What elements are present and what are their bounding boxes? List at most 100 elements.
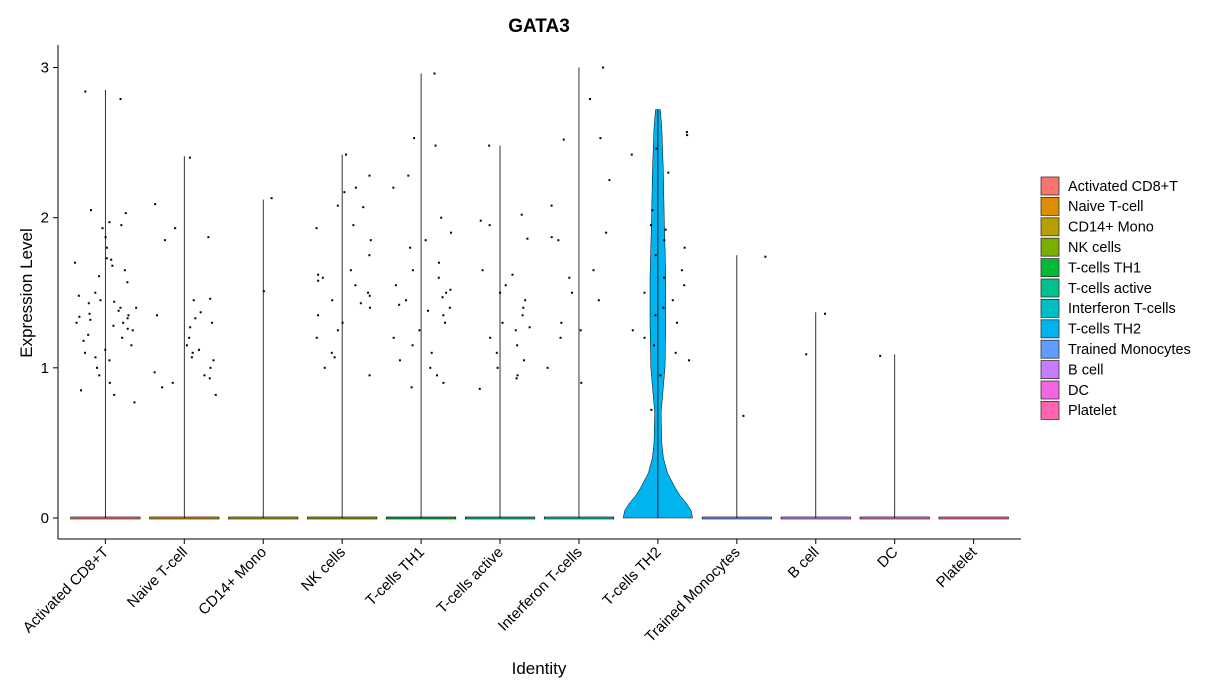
point — [74, 261, 77, 264]
point — [94, 291, 97, 294]
point — [117, 309, 120, 312]
point — [411, 269, 414, 272]
point — [663, 276, 666, 279]
point — [323, 366, 326, 369]
point — [437, 276, 440, 279]
point — [188, 336, 191, 339]
point — [211, 321, 214, 324]
point — [686, 134, 689, 137]
point — [105, 257, 108, 260]
point — [650, 408, 653, 411]
point — [580, 381, 583, 384]
point — [433, 72, 436, 75]
point — [330, 351, 333, 354]
legend-key — [1040, 298, 1060, 318]
legend-key — [1040, 380, 1060, 400]
point — [207, 236, 210, 239]
legend-label: T-cells TH2 — [1068, 322, 1141, 338]
point — [359, 302, 362, 305]
legend-label: CD14+ Mono — [1068, 220, 1154, 236]
x-tick-label: T-cells active — [434, 544, 507, 617]
x-axis-label: Identity — [512, 659, 567, 678]
point — [121, 336, 124, 339]
point — [126, 327, 129, 330]
x-tick-label: Naive T-cell — [124, 544, 191, 611]
point — [352, 224, 355, 227]
point — [688, 359, 691, 362]
point — [579, 329, 582, 332]
point — [317, 279, 320, 282]
point — [123, 269, 126, 272]
point — [122, 321, 125, 324]
point — [108, 359, 111, 362]
point — [516, 374, 519, 377]
legend-label: Trained Monocytes — [1068, 342, 1191, 358]
point — [479, 219, 482, 222]
point — [481, 269, 484, 272]
point — [675, 321, 678, 324]
legend-key — [1040, 237, 1060, 257]
point — [430, 351, 433, 354]
point — [489, 336, 492, 339]
point — [496, 366, 499, 369]
point — [599, 137, 602, 140]
point — [410, 386, 413, 389]
legend-key — [1040, 217, 1060, 237]
point — [110, 258, 113, 261]
point — [185, 344, 188, 347]
point — [155, 314, 158, 317]
point — [126, 317, 129, 320]
point — [440, 216, 443, 219]
point — [424, 239, 427, 242]
point — [80, 389, 83, 392]
point — [198, 348, 201, 351]
point — [511, 273, 514, 276]
point — [153, 371, 156, 374]
legend-label: Platelet — [1068, 403, 1116, 419]
point — [392, 336, 395, 339]
point — [683, 246, 686, 249]
legend-key — [1040, 176, 1060, 196]
legend-label: Naive T-cell — [1068, 199, 1143, 215]
point — [87, 333, 90, 336]
point — [667, 171, 670, 174]
point — [435, 374, 438, 377]
point — [488, 224, 491, 227]
point — [171, 381, 174, 384]
point — [664, 228, 667, 231]
point — [154, 203, 157, 206]
point — [528, 326, 531, 329]
point — [649, 224, 652, 227]
point — [671, 299, 674, 302]
point — [192, 299, 195, 302]
point — [742, 414, 745, 417]
point — [442, 314, 445, 317]
legend-key — [1040, 400, 1060, 420]
point — [119, 98, 122, 101]
point — [394, 284, 397, 287]
point — [87, 302, 90, 305]
point — [437, 261, 440, 264]
point — [662, 306, 665, 309]
point — [349, 269, 352, 272]
x-tick-label: T-cells TH2 — [599, 544, 664, 609]
point — [82, 339, 85, 342]
point — [560, 321, 563, 324]
point — [488, 144, 491, 147]
y-tick-label: 0 — [41, 510, 49, 527]
point — [630, 153, 633, 156]
point — [597, 299, 600, 302]
point — [368, 374, 371, 377]
point — [429, 366, 432, 369]
point — [119, 306, 122, 309]
point — [398, 303, 401, 306]
point — [212, 359, 215, 362]
point — [504, 284, 507, 287]
legend-key — [1040, 196, 1060, 216]
point — [96, 366, 99, 369]
point — [367, 291, 370, 294]
legend-label: Activated CD8+T — [1068, 179, 1178, 195]
point — [643, 291, 646, 294]
point — [521, 314, 524, 317]
point — [418, 329, 421, 332]
